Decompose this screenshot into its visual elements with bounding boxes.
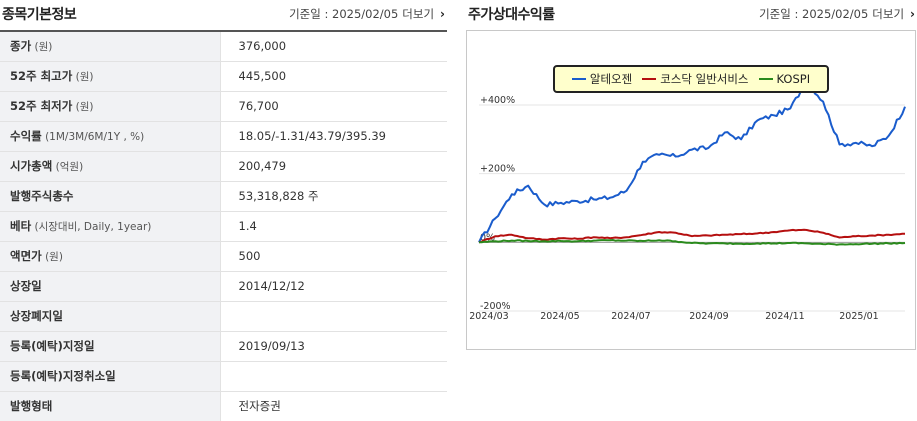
chevron-right-icon[interactable]: › xyxy=(440,7,445,21)
info-row-label: 시가총액 (억원) xyxy=(0,151,221,182)
info-row: 발행주식총수 53,318,828 주 xyxy=(0,181,447,212)
relative-return-chart: +400% +200% 0% -200% 2024/03 2024/05 2024/07 20… xyxy=(466,30,916,350)
info-row-key: 상장일 xyxy=(10,279,42,293)
info-row-value: 200,479 xyxy=(220,151,447,182)
info-row-label: 액면가 (원) xyxy=(0,241,221,272)
legend-label: KOSPI xyxy=(776,72,811,86)
info-row-key: 52주 최저가 xyxy=(10,99,73,113)
info-row-value xyxy=(220,361,447,392)
info-row: 수익률 (1M/3M/6M/1Y , %) 18.05/-1.31/43.79/3… xyxy=(0,121,447,152)
legend-swatch xyxy=(758,78,773,80)
info-row: 발행형태 전자증권 xyxy=(0,391,447,421)
info-row-unit: (1M/3M/6M/1Y , %) xyxy=(41,131,145,143)
info-row-label: 등록(예탁)지정취소일 xyxy=(0,361,221,392)
legend-swatch xyxy=(571,78,586,80)
info-row-unit: (원) xyxy=(41,251,63,263)
y-tick-label: +200% xyxy=(480,164,515,175)
info-row-label: 상장폐지일 xyxy=(0,301,221,332)
legend-item: KOSPI xyxy=(758,72,811,86)
info-row-key: 52주 최고가 xyxy=(10,69,73,83)
info-row-value: 76,700 xyxy=(220,91,447,122)
info-row-label: 베타 (시장대비, Daily, 1year) xyxy=(0,211,221,242)
basic-info-panel: 종목기본정보 기준일 : 2025/02/05 더보기 › 종가 (원) 376,… xyxy=(0,0,447,421)
info-row-key: 종가 xyxy=(10,39,32,54)
legend-item: 코스닥 일반서비스 xyxy=(642,71,749,87)
basic-info-meta: 기준일 : 2025/02/05 더보기 › xyxy=(289,6,445,22)
info-row-value: 500 xyxy=(220,241,447,272)
x-tick-label: 2025/01 xyxy=(839,311,878,322)
relative-return-title: 주가상대수익률 xyxy=(468,7,555,23)
info-row: 52주 최저가 (원) 76,700 xyxy=(0,91,447,122)
info-row: 등록(예탁)지정일 2019/09/13 xyxy=(0,331,447,362)
info-row-label: 종가 (원) xyxy=(0,31,221,62)
x-tick-label: 2024/03 xyxy=(469,311,508,322)
info-row-value: 전자증권 xyxy=(220,391,447,421)
info-row-key: 액면가 xyxy=(10,249,42,263)
info-row-label: 52주 최저가 (원) xyxy=(0,91,221,122)
chart-legend: 알테오젠 코스닥 일반서비스 KOSPI xyxy=(553,65,829,93)
info-row: 종가 (원) 376,000 xyxy=(0,31,447,62)
info-row-unit: (시장대비, Daily, 1year) xyxy=(31,221,152,233)
info-row-unit: (억원) xyxy=(52,161,84,173)
relative-return-meta: 기준일 : 2025/02/05 더보기 › xyxy=(759,6,915,22)
chart-plot-area: +400% +200% 0% -200%2024/03 2024/05 2024/07 20… xyxy=(469,80,906,322)
info-row: 시가총액 (억원) 200,479 xyxy=(0,151,447,182)
info-row: 등록(예탁)지정취소일 xyxy=(0,361,447,392)
info-row-label: 발행형태 xyxy=(0,391,221,421)
basic-info-table: 종가 (원) 376,000 52주 최고가 (원) 445,500 52주 최저가 (… xyxy=(0,30,447,421)
info-row-key: 등록(예탁)지정취소일 xyxy=(10,369,116,383)
info-row-value: 53,318,828 주 xyxy=(220,181,447,212)
info-row-key: 발행주식총수 xyxy=(10,189,74,203)
x-tick-label: 2024/11 xyxy=(765,311,804,322)
basic-info-date: 기준일 : 2025/02/05 xyxy=(289,7,399,21)
y-tick-label: +400% xyxy=(480,95,515,106)
info-row-unit: (원) xyxy=(72,71,94,83)
x-tick-label: 2024/05 xyxy=(540,311,579,322)
info-row-label: 등록(예탁)지정일 xyxy=(0,331,221,362)
info-row-key: 수익률 xyxy=(10,129,42,143)
info-row: 상장일 2014/12/12 xyxy=(0,271,447,302)
series-line-0 xyxy=(478,80,906,243)
info-row-key: 베타 xyxy=(10,219,32,233)
info-row-value: 2014/12/12 xyxy=(220,271,447,302)
relative-return-more-link[interactable]: 더보기 xyxy=(872,7,905,21)
info-row-unit: (원) xyxy=(72,101,94,113)
info-row-value: 1.4 xyxy=(220,211,447,242)
basic-info-title: 종목기본정보 xyxy=(2,7,77,23)
info-row-value: 18.05/-1.31/43.79/395.39 xyxy=(220,121,447,152)
basic-info-header: 종목기본정보 기준일 : 2025/02/05 더보기 › xyxy=(0,0,447,30)
info-row-key: 등록(예탁)지정일 xyxy=(10,339,95,353)
info-row-unit: (원) xyxy=(31,41,53,54)
y-tick-label: -200% xyxy=(480,301,511,312)
info-row-value: 2019/09/13 xyxy=(220,331,447,362)
info-row-key: 상장폐지일 xyxy=(10,309,63,323)
basic-info-more-link[interactable]: 더보기 xyxy=(402,7,435,21)
info-row: 베타 (시장대비, Daily, 1year) 1.4 xyxy=(0,211,447,242)
relative-return-panel: 주가상대수익률 기준일 : 2025/02/05 더보기 › +400% +200… xyxy=(466,0,917,421)
legend-item: 알테오젠 xyxy=(571,71,633,87)
info-row-value: 376,000 xyxy=(220,31,447,62)
info-row: 상장폐지일 xyxy=(0,301,447,332)
x-tick-label: 2024/07 xyxy=(611,311,650,322)
legend-label: 알테오젠 xyxy=(589,72,633,86)
relative-return-header: 주가상대수익률 기준일 : 2025/02/05 더보기 › xyxy=(466,0,917,30)
info-row-key: 시가총액 xyxy=(10,159,53,173)
legend-label: 코스닥 일반서비스 xyxy=(660,72,749,86)
info-row: 52주 최고가 (원) 445,500 xyxy=(0,61,447,92)
series-line-1 xyxy=(478,228,905,244)
info-row-label: 52주 최고가 (원) xyxy=(0,61,221,92)
info-row-label: 상장일 xyxy=(0,271,221,302)
legend-swatch xyxy=(642,78,657,80)
info-row-value xyxy=(220,301,447,332)
x-tick-label: 2024/09 xyxy=(689,311,728,322)
info-row-label: 수익률 (1M/3M/6M/1Y , %) xyxy=(0,121,221,152)
series-line-2 xyxy=(479,239,906,246)
y-tick-label: 0% xyxy=(480,232,495,243)
relative-return-date: 기준일 : 2025/02/05 xyxy=(759,7,869,21)
info-row: 액면가 (원) 500 xyxy=(0,241,447,272)
chevron-right-icon[interactable]: › xyxy=(910,7,915,21)
info-row-label: 발행주식총수 xyxy=(0,181,221,212)
info-row-key: 발행형태 xyxy=(10,399,53,413)
info-row-value: 445,500 xyxy=(220,61,447,92)
